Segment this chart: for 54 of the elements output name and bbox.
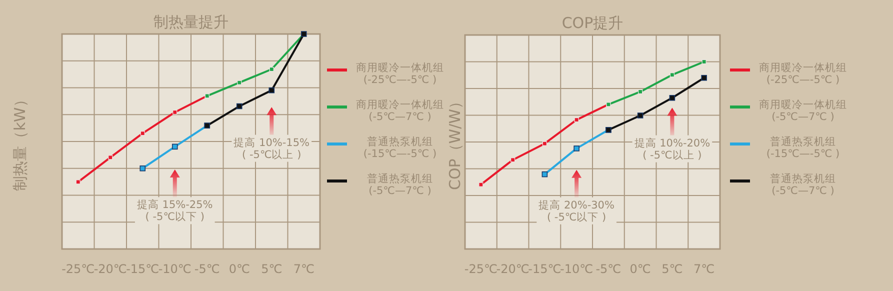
legend-label: 普通热泵机组 (-15℃—-5℃ ) xyxy=(363,135,437,160)
point xyxy=(237,80,242,85)
annotation: 提高 20%-30% ( -5℃以下 ) xyxy=(538,198,614,224)
point xyxy=(172,144,178,150)
y-axis-title: 制热量（kW） xyxy=(11,92,29,191)
x-tick-label: -10℃ xyxy=(158,262,192,276)
x-tick-label: -10℃ xyxy=(560,262,594,276)
y-axis-title: COP（W/W） xyxy=(446,94,464,190)
point xyxy=(236,103,242,110)
x-tick-label: 5℃ xyxy=(662,262,683,276)
legend-label: 商用暖冷一体机组 (-25℃—-5℃ ) xyxy=(759,61,847,86)
point xyxy=(268,87,275,94)
point xyxy=(637,112,644,118)
point xyxy=(670,72,674,78)
x-tick-label: -25℃ xyxy=(464,262,498,276)
point xyxy=(669,94,676,101)
x-tick-label: 0℃ xyxy=(630,262,651,276)
annotation: 提高 10%-20% ( -5℃以上 ) xyxy=(634,136,710,162)
point xyxy=(574,146,580,152)
legend-label: 商用暖冷一体机组 (-5℃—7℃ ) xyxy=(759,98,847,123)
point xyxy=(478,182,484,187)
x-tick-label: -25℃ xyxy=(62,262,95,276)
point xyxy=(269,66,274,72)
point xyxy=(76,180,80,184)
x-tick-label: -20℃ xyxy=(496,262,530,276)
legend-label: 普通热泵机组 (-5℃—7℃ ) xyxy=(770,172,836,197)
x-tick-label: -5℃ xyxy=(194,262,220,276)
legend-label: 普通热泵机组 (-5℃—7℃ ) xyxy=(367,172,433,197)
x-tick-label: -5℃ xyxy=(596,262,622,276)
point xyxy=(701,74,707,81)
point xyxy=(172,110,178,115)
legend-label: 普通热泵机组 (-15℃—-5℃ ) xyxy=(766,135,840,160)
point xyxy=(702,59,706,64)
x-tick-label: -15℃ xyxy=(126,262,160,276)
x-tick-label: 7℃ xyxy=(694,262,715,276)
point xyxy=(574,118,579,122)
point xyxy=(542,141,547,146)
x-tick-label: 7℃ xyxy=(293,262,314,276)
point xyxy=(140,131,145,136)
point xyxy=(542,171,548,178)
point xyxy=(638,89,643,94)
legend-label: 商用暖冷一体机组 (-5℃—7℃ ) xyxy=(356,98,444,123)
point xyxy=(140,165,146,172)
x-tick-label: 0℃ xyxy=(228,262,250,276)
annotation: 提高 15%-25% ( -5℃以下 ) xyxy=(136,198,213,224)
point xyxy=(510,158,516,162)
x-tick-label: -20℃ xyxy=(94,262,127,276)
x-tick-label: 5℃ xyxy=(261,262,282,276)
x-tick-label: -15℃ xyxy=(528,262,562,276)
chart-title: 制热量提升 xyxy=(154,13,228,31)
point xyxy=(108,155,113,160)
chart-title: COP提升 xyxy=(562,14,624,32)
legend-label: 商用暖冷一体机组 (-25℃—-5℃ ) xyxy=(356,61,444,86)
annotation: 提高 10%-15% ( -5℃以上 ) xyxy=(234,136,310,161)
